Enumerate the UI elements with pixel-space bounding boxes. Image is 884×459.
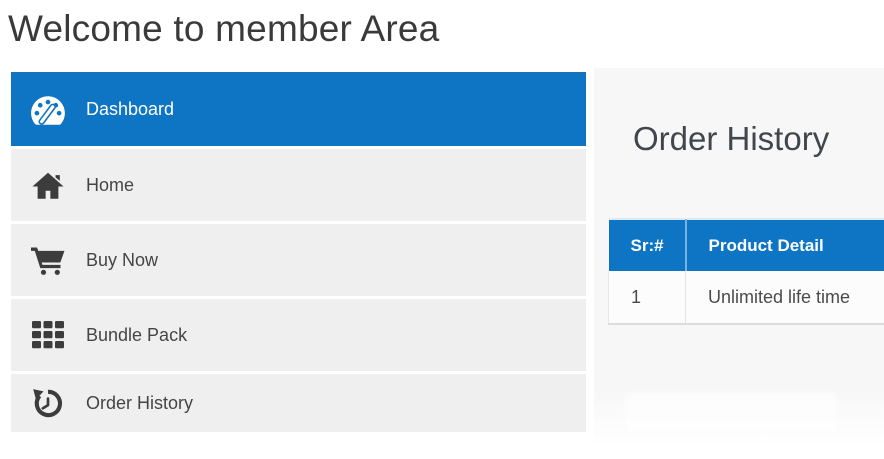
table-header-row: Sr:# Product Detail bbox=[608, 219, 884, 271]
sidebar-nav: Dashboard Home Buy Now bbox=[11, 72, 586, 435]
order-history-panel: Order History Sr:# Product Detail 1 Unli… bbox=[594, 68, 884, 459]
sidebar-item-label: Home bbox=[86, 174, 135, 195]
sidebar-item-label: Bundle Pack bbox=[86, 324, 188, 345]
sidebar-item-dashboard[interactable]: Dashboard bbox=[11, 72, 586, 146]
sidebar-item-bundle-pack[interactable]: Bundle Pack bbox=[11, 299, 586, 371]
cart-icon bbox=[28, 240, 68, 280]
home-icon bbox=[28, 165, 68, 205]
grid-icon bbox=[28, 315, 68, 355]
sidebar-item-label: Dashboard bbox=[86, 99, 175, 119]
history-icon bbox=[28, 383, 68, 423]
order-history-table: Sr:# Product Detail 1 Unlimited life tim… bbox=[608, 218, 884, 325]
column-header-product-detail: Product Detail bbox=[685, 219, 884, 271]
cell-sr-number: 1 bbox=[608, 271, 686, 325]
sidebar-item-home[interactable]: Home bbox=[11, 149, 586, 221]
faint-watermark bbox=[625, 393, 837, 431]
page-title: Welcome to member Area bbox=[8, 8, 440, 49]
column-header-sr: Sr:# bbox=[608, 219, 687, 271]
cell-product-detail: Unlimited life time bbox=[685, 271, 884, 325]
sidebar-item-label: Order History bbox=[86, 392, 194, 413]
sidebar-item-order-history[interactable]: Order History bbox=[11, 374, 586, 432]
dashboard-gauge-icon bbox=[28, 90, 68, 130]
order-history-heading: Order History bbox=[633, 120, 830, 157]
sidebar-item-buy-now[interactable]: Buy Now bbox=[11, 224, 586, 296]
sidebar-item-label: Buy Now bbox=[86, 249, 159, 270]
table-row: 1 Unlimited life time bbox=[608, 271, 884, 325]
